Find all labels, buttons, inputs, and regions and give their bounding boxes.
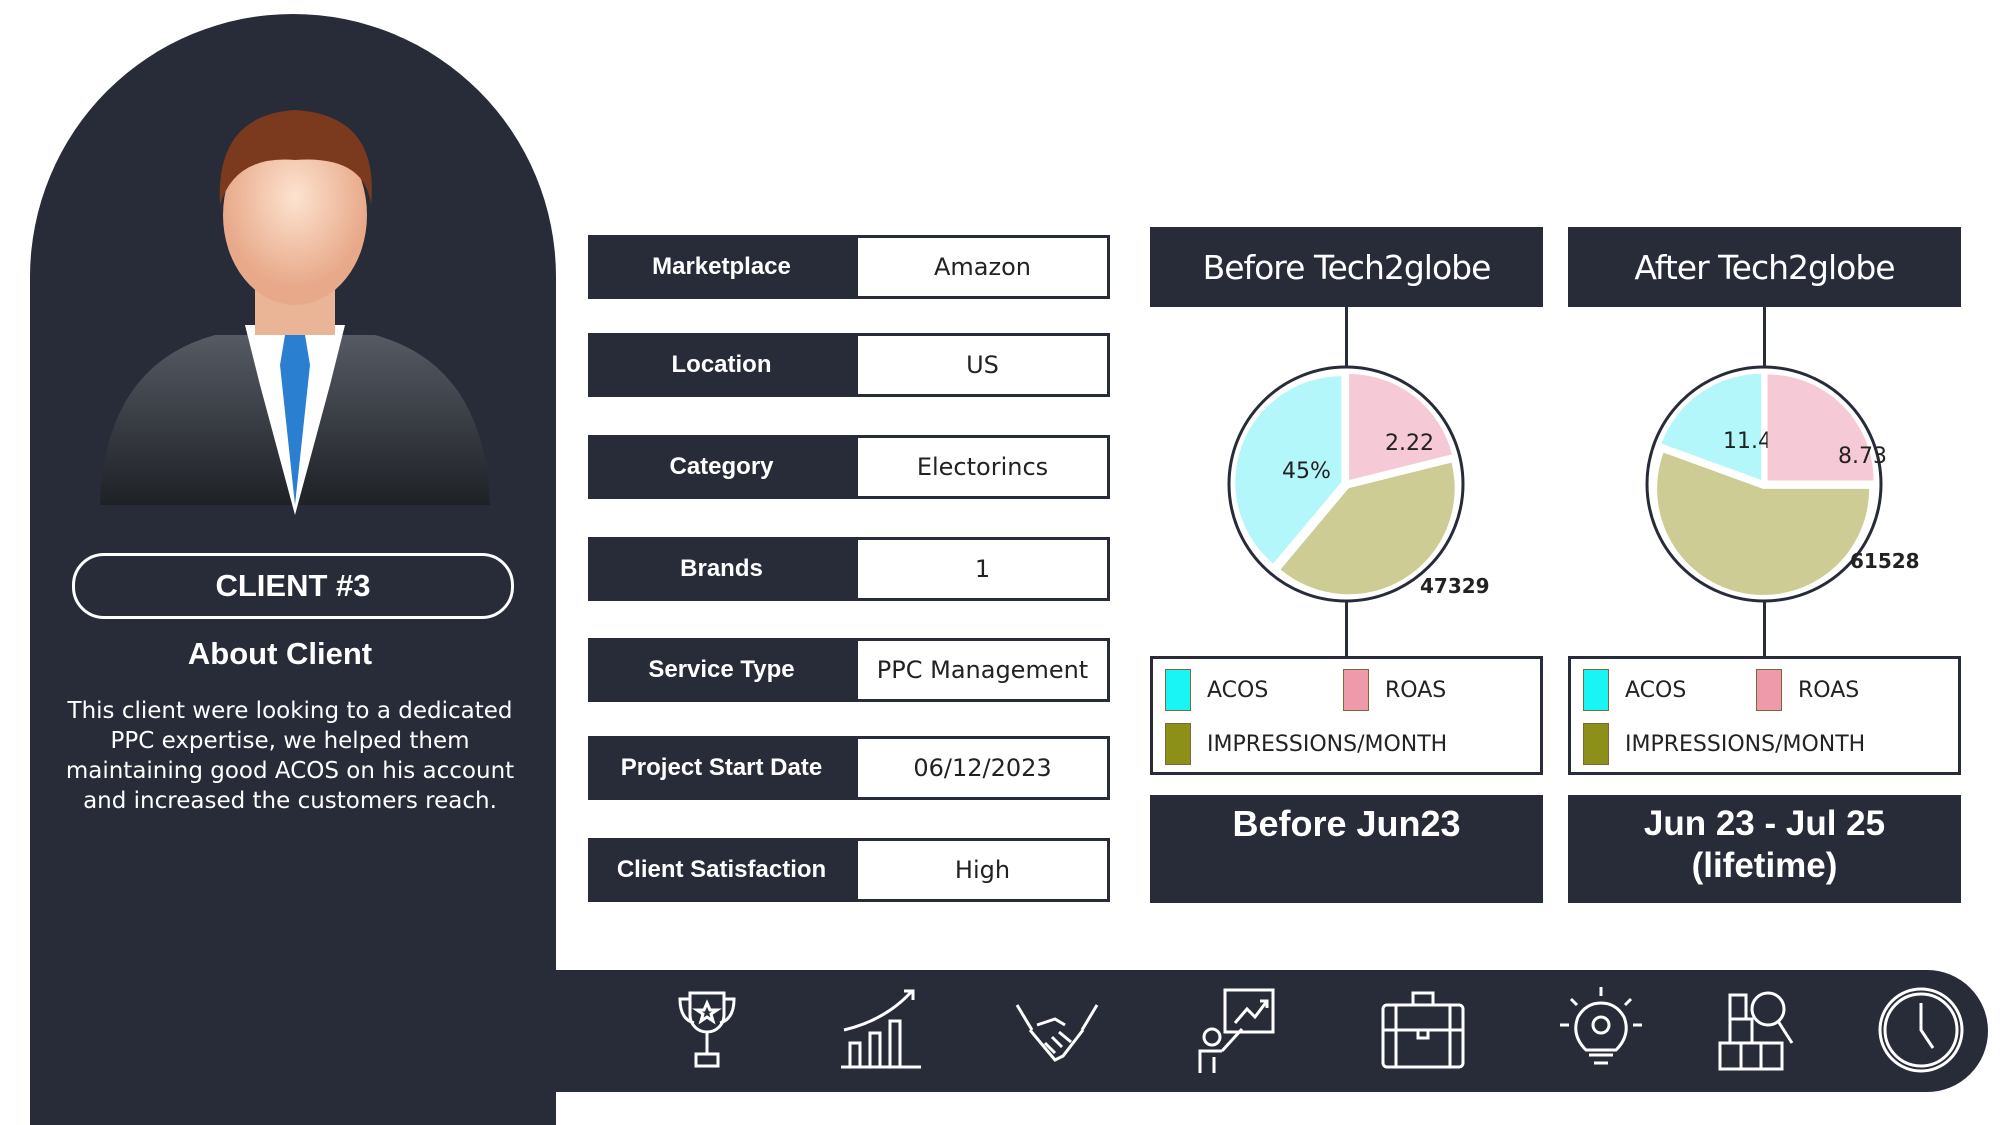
client-badge: CLIENT #3: [72, 553, 514, 619]
detail-value: PPC Management: [855, 638, 1110, 702]
detail-label: Category: [588, 435, 855, 499]
legend-label: ROAS: [1798, 677, 1860, 703]
briefcase-icon: [1378, 985, 1468, 1075]
legend-item-impressions: IMPRESSIONS/MONTH: [1165, 723, 1447, 765]
before-period: Before Jun23: [1150, 795, 1543, 903]
detail-value: US: [855, 333, 1110, 397]
detail-value: High: [855, 838, 1110, 902]
detail-label: Location: [588, 333, 855, 397]
growth-chart-icon: [836, 985, 926, 1075]
legend-label: ACOS: [1207, 677, 1269, 703]
acos-slice: [1235, 376, 1342, 564]
detail-label: Project Start Date: [588, 736, 855, 800]
impressions-slice: [1280, 462, 1455, 595]
about-client-heading: About Client: [187, 636, 373, 671]
data-label: 8.73: [1838, 444, 1887, 469]
impressions-slice: [1657, 452, 1870, 595]
after-period: Jun 23 - Jul 25 (lifetime): [1568, 795, 1961, 903]
detail-label: Brands: [588, 537, 855, 601]
data-label: 47329: [1420, 574, 1490, 598]
legend-swatch: [1165, 669, 1191, 711]
legend-item-impressions: IMPRESSIONS/MONTH: [1583, 723, 1865, 765]
presentation-icon: [1190, 985, 1280, 1075]
after-header: After Tech2globe: [1568, 227, 1961, 307]
legend-swatch: [1165, 723, 1191, 765]
legend-item-acos: ACOS: [1583, 669, 1686, 711]
detail-row-service-type: Service Type PPC Management: [588, 638, 1110, 702]
detail-row-marketplace: Marketplace Amazon: [588, 235, 1110, 299]
roas-slice: [1767, 374, 1874, 481]
detail-row-start-date: Project Start Date 06/12/2023: [588, 736, 1110, 800]
detail-value: Amazon: [855, 235, 1110, 299]
legend-label: ACOS: [1625, 677, 1687, 703]
detail-row-location: Location US: [588, 333, 1110, 397]
detail-row-brands: Brands 1: [588, 537, 1110, 601]
data-label: 61528: [1850, 549, 1920, 573]
trophy-icon: [662, 985, 752, 1075]
legend-label: IMPRESSIONS/MONTH: [1625, 731, 1866, 757]
roas-slice: [1349, 374, 1452, 481]
detail-row-satisfaction: Client Satisfaction High: [588, 838, 1110, 902]
before-legend: ACOS ROAS IMPRESSIONS/MONTH: [1150, 656, 1543, 775]
legend-label: IMPRESSIONS/MONTH: [1207, 731, 1448, 757]
inventory-search-icon: [1716, 985, 1806, 1075]
before-header: Before Tech2globe: [1150, 227, 1543, 307]
handshake-icon: [1012, 985, 1102, 1075]
detail-label: Marketplace: [588, 235, 855, 299]
detail-value: 1: [855, 537, 1110, 601]
legend-swatch: [1583, 723, 1609, 765]
detail-label: Service Type: [588, 638, 855, 702]
data-label: 45%: [1282, 459, 1331, 484]
acos-slice: [1661, 373, 1762, 480]
legend-item-roas: ROAS: [1756, 669, 1859, 711]
legend-swatch: [1343, 669, 1369, 711]
lightbulb-gear-icon: [1556, 985, 1646, 1075]
clock-icon: [1876, 985, 1966, 1075]
legend-label: ROAS: [1385, 677, 1447, 703]
detail-value: Electorincs: [855, 435, 1110, 499]
detail-value: 06/12/2023: [855, 736, 1110, 800]
client-avatar: [100, 110, 490, 515]
legend-swatch: [1583, 669, 1609, 711]
legend-item-roas: ROAS: [1343, 669, 1446, 711]
after-legend: ACOS ROAS IMPRESSIONS/MONTH: [1568, 656, 1961, 775]
detail-row-category: Category Electorincs: [588, 435, 1110, 499]
about-client-text: This client were looking to a dedicated …: [65, 698, 515, 814]
legend-item-acos: ACOS: [1165, 669, 1268, 711]
data-label: 2.22: [1385, 431, 1434, 456]
detail-label: Client Satisfaction: [588, 838, 855, 902]
before-pie-chart: 45% 2.22 47329: [1227, 365, 1490, 603]
legend-swatch: [1756, 669, 1782, 711]
